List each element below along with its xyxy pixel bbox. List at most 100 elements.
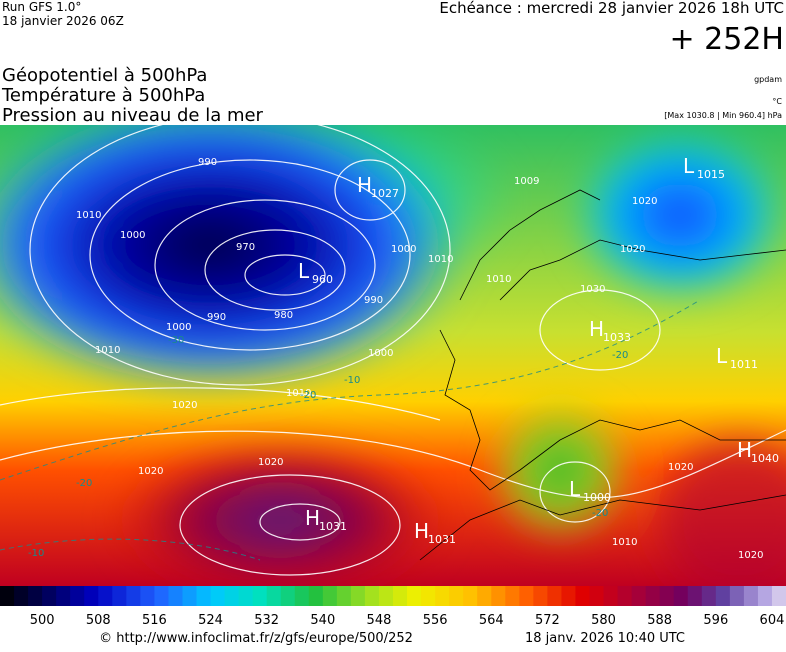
colorbar-swatch xyxy=(126,586,141,606)
colorbar-swatch xyxy=(308,586,324,606)
colorbar-swatch xyxy=(266,586,282,606)
isobar-label: 1010 xyxy=(612,537,637,548)
colorbar-swatch xyxy=(280,586,296,606)
isobar-label: 970 xyxy=(236,242,255,253)
pressure-center-value: 960 xyxy=(312,273,333,286)
isobar-label: 980 xyxy=(274,310,293,321)
isobar-label: 1020 xyxy=(258,457,283,468)
colorbar-swatch xyxy=(14,586,29,606)
isotherm-label: -20 xyxy=(76,478,92,489)
colorbar-swatch xyxy=(547,586,562,606)
pressure-center-kind: H xyxy=(305,506,320,530)
colorbar-tick-label: 564 xyxy=(479,613,504,628)
colorbar-swatch xyxy=(112,586,127,606)
colorbar-swatch xyxy=(589,586,605,606)
isobar-label: 1020 xyxy=(620,244,645,255)
colorbar-swatch xyxy=(252,586,268,606)
colorbar-swatch xyxy=(575,586,590,606)
isotherm-label: -20 xyxy=(300,390,316,401)
colorbar-swatch xyxy=(743,586,759,606)
colorbar-tick-label: 516 xyxy=(142,613,167,628)
colorbar-swatch xyxy=(182,586,197,606)
pressure-center-kind: L xyxy=(569,477,581,501)
colorbar-swatch xyxy=(98,586,113,606)
isobar-label: 1020 xyxy=(738,550,763,561)
isobar-label: 990 xyxy=(364,295,383,306)
colorbar-tick-label: 572 xyxy=(535,613,560,628)
colorbar-tick-label: 500 xyxy=(30,613,55,628)
isobar-label: 1020 xyxy=(172,400,197,411)
colorbar-swatch xyxy=(673,586,689,606)
colorbar-tick-label: 588 xyxy=(647,613,672,628)
field-title: Géopotentiel à 500hPa xyxy=(2,65,207,86)
unit-label: °C xyxy=(772,97,782,106)
isobar-label: 1020 xyxy=(668,462,693,473)
source-link[interactable]: © http://www.infoclimat.fr/z/gfs/europe/… xyxy=(99,631,413,646)
lead-time: + 252H xyxy=(670,22,785,57)
pressure-center-value: 1015 xyxy=(697,168,725,181)
unit-label: [Max 1030.8 | Min 960.4] hPa xyxy=(664,111,782,120)
colorbar-swatch xyxy=(210,586,226,606)
colorbar-swatch xyxy=(645,586,661,606)
isobar-label: 1000 xyxy=(166,322,191,333)
field-title: Température à 500hPa xyxy=(1,85,205,106)
colorbar-swatch xyxy=(168,586,183,606)
colorbar-swatch xyxy=(407,586,422,606)
pressure-center-value: 1033 xyxy=(603,331,631,344)
map xyxy=(0,125,786,586)
isobar-label: 1020 xyxy=(632,196,657,207)
colorbar-swatch xyxy=(687,586,703,606)
colorbar-swatch xyxy=(336,586,352,606)
isobar-label: 1010 xyxy=(76,210,101,221)
colorbar-tick-label: 532 xyxy=(254,613,279,628)
colorbar-swatch xyxy=(477,586,492,606)
colorbar-swatch xyxy=(449,586,464,606)
isotherm-label: -10 xyxy=(28,548,44,559)
unit-label: gpdam xyxy=(754,75,782,84)
colorbar-tick-label: 540 xyxy=(310,613,335,628)
isobar-label: 1000 xyxy=(391,244,416,255)
colorbar-swatch xyxy=(350,586,366,606)
colorbar-swatch xyxy=(0,586,15,606)
run-label: Run GFS 1.0° xyxy=(2,0,81,14)
pressure-center-value: 1027 xyxy=(371,187,399,200)
colorbar-swatch xyxy=(463,586,478,606)
colorbar-swatch xyxy=(435,586,450,606)
colorbar-swatch xyxy=(140,586,155,606)
pressure-center-value: 1031 xyxy=(319,520,347,533)
colorbar-swatch xyxy=(771,586,786,606)
colorbar-tick-label: 524 xyxy=(198,613,223,628)
pressure-center-kind: H xyxy=(737,438,752,462)
colorbar-swatch xyxy=(84,586,99,606)
isobar-label: 1030 xyxy=(580,284,605,295)
pressure-center-value: 1031 xyxy=(428,533,456,546)
colorbar-swatch xyxy=(56,586,71,606)
isotherm-label: -20 xyxy=(592,508,608,519)
colorbar-swatch xyxy=(224,586,240,606)
isotherm-label: -10 xyxy=(344,375,360,386)
colorbar-swatch xyxy=(393,586,408,606)
pressure-center-value: 1011 xyxy=(730,358,758,371)
isobar-label: 1020 xyxy=(138,466,163,477)
colorbar-swatch xyxy=(378,586,394,606)
colorbar-tick-label: 556 xyxy=(423,613,448,628)
colorbar-swatch xyxy=(491,586,506,606)
colorbar-swatch xyxy=(196,586,212,606)
colorbar: 500 508 516 524 532 540 548 556 564 572 580 588 596 6… xyxy=(0,586,786,628)
colorbar-swatch xyxy=(364,586,380,606)
isobar-label: 1010 xyxy=(286,388,311,399)
colorbar-swatch xyxy=(42,586,57,606)
pressure-center-kind: H xyxy=(357,173,372,197)
isobar-label: 1000 xyxy=(120,230,145,241)
colorbar-swatch xyxy=(617,586,633,606)
pressure-center-kind: L xyxy=(716,344,728,368)
valid-time: Echéance : mercredi 28 janvier 2026 18h … xyxy=(439,0,784,17)
isobar-label: 990 xyxy=(207,312,226,323)
colorbar-swatch xyxy=(238,586,254,606)
pressure-center-kind: H xyxy=(414,519,429,543)
colorbar-tick-label: 596 xyxy=(703,613,728,628)
colorbar-swatch xyxy=(70,586,85,606)
colorbar-tick-label: 508 xyxy=(86,613,111,628)
